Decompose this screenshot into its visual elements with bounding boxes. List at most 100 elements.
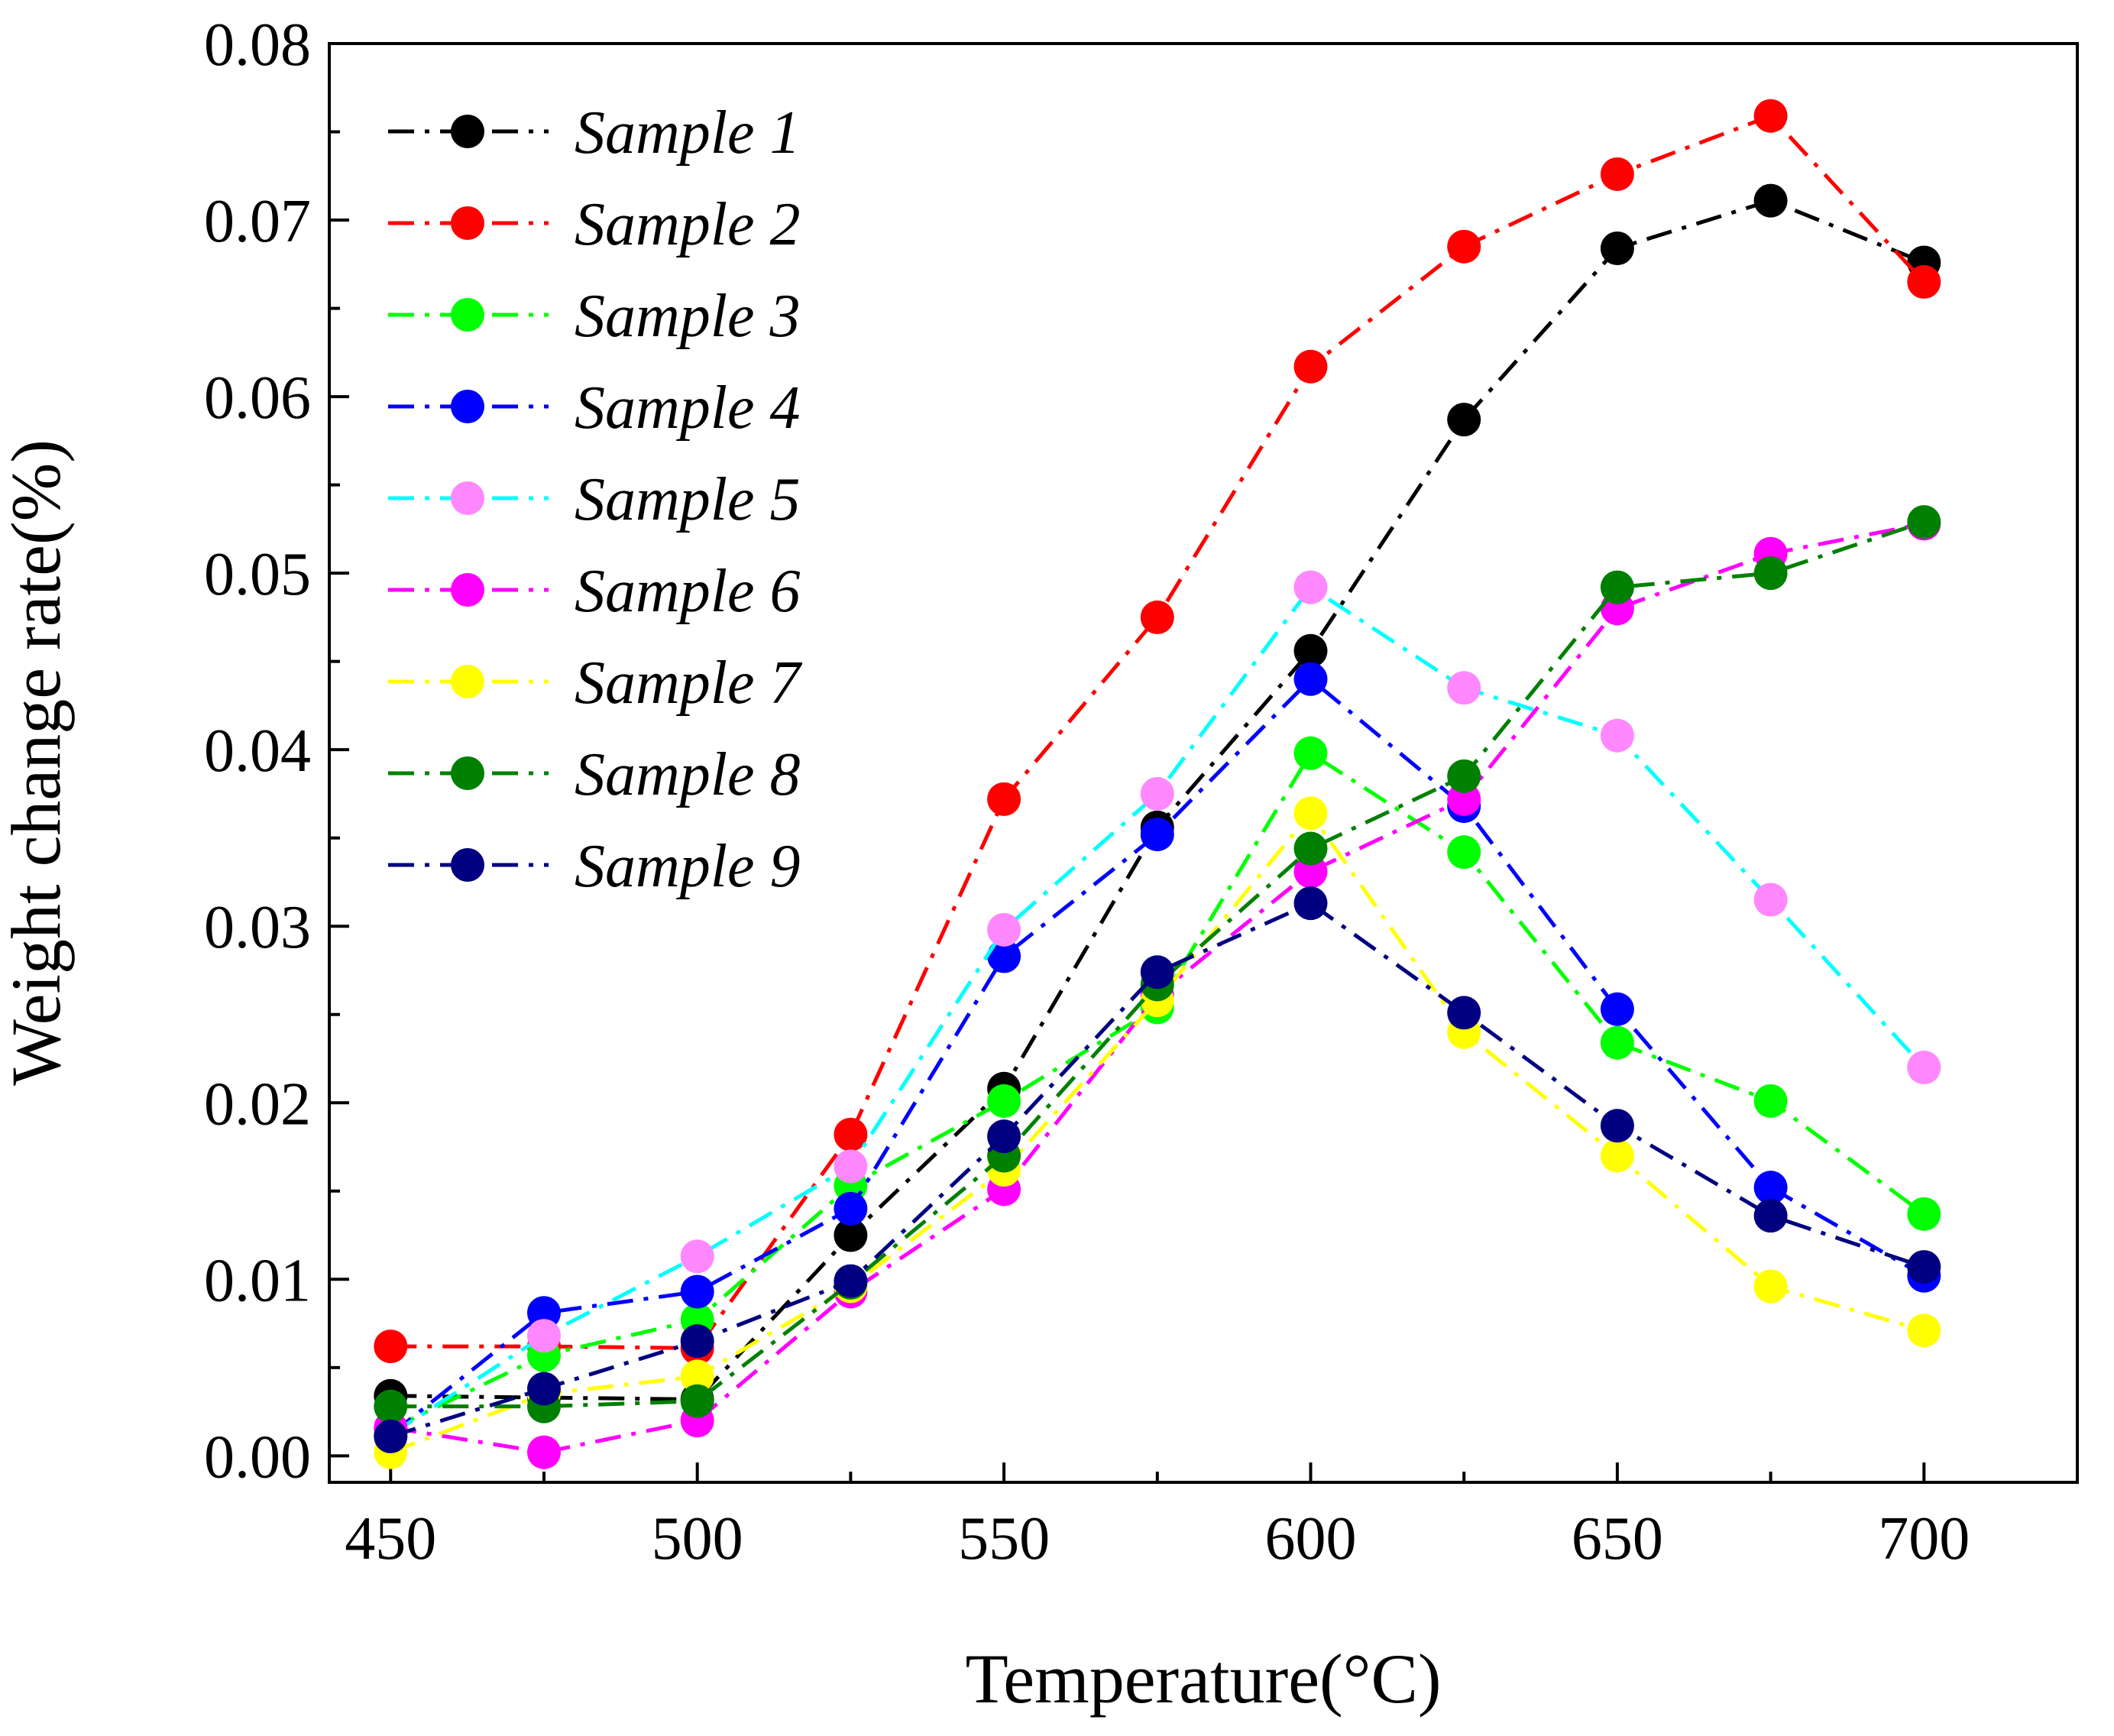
y-axis-title: Weight change rate(%) xyxy=(0,439,75,1086)
data-point xyxy=(1753,1199,1788,1233)
data-point xyxy=(1293,349,1328,384)
data-point xyxy=(1907,264,1941,299)
legend-label: Sample 4 xyxy=(575,374,801,442)
data-point xyxy=(1140,955,1174,989)
y-tick-label: 0.05 xyxy=(204,541,311,608)
data-point xyxy=(1753,1083,1788,1118)
data-point xyxy=(1293,736,1328,770)
data-point xyxy=(1293,796,1328,831)
data-point xyxy=(526,1319,561,1353)
data-point xyxy=(1447,835,1481,870)
legend-entry: Sample 4 xyxy=(388,374,801,442)
y-tick-label: 0.03 xyxy=(204,894,311,961)
x-tick-label: 500 xyxy=(652,1505,743,1572)
data-point xyxy=(987,939,1021,973)
legend-entry: Sample 2 xyxy=(388,191,801,258)
data-point xyxy=(680,1274,714,1309)
data-point xyxy=(1140,818,1174,852)
data-point xyxy=(1753,99,1788,133)
data-point xyxy=(1753,1171,1788,1205)
x-tick-label: 700 xyxy=(1878,1505,1970,1572)
data-point xyxy=(1753,183,1788,218)
data-point xyxy=(1447,671,1481,705)
data-point xyxy=(680,1359,714,1394)
legend-marker xyxy=(451,115,484,148)
y-tick-label: 0.01 xyxy=(204,1247,311,1314)
legend-label: Sample 6 xyxy=(575,558,801,625)
data-point xyxy=(1140,600,1174,634)
series-line xyxy=(389,585,1926,1436)
legend-marker xyxy=(451,573,484,607)
data-point xyxy=(1293,662,1328,696)
legend-marker xyxy=(451,756,484,790)
data-point xyxy=(1293,886,1328,921)
data-point xyxy=(834,1191,868,1226)
legend-marker xyxy=(451,848,484,882)
data-point xyxy=(987,1083,1021,1118)
data-point xyxy=(1753,1269,1788,1304)
data-point xyxy=(987,782,1021,816)
legend-entry: Sample 3 xyxy=(388,283,801,350)
legend-entry: Sample 9 xyxy=(388,833,801,900)
data-point xyxy=(1293,831,1328,866)
y-tick-label: 0.02 xyxy=(204,1070,311,1138)
data-point xyxy=(1753,883,1788,917)
legend-marker xyxy=(451,481,484,515)
data-point xyxy=(526,1435,561,1469)
data-point xyxy=(1600,1138,1634,1173)
x-tick-label: 450 xyxy=(345,1505,436,1572)
series-line xyxy=(390,810,1925,1455)
series-line xyxy=(389,676,1925,1436)
data-point xyxy=(1447,403,1481,437)
y-tick-label: 0.00 xyxy=(204,1423,311,1491)
data-point xyxy=(987,1119,1021,1154)
data-point xyxy=(1907,505,1941,539)
data-point xyxy=(834,1117,868,1151)
legend: Sample 1 Sample 2 Sample 3 Sample 4 Sample 5… xyxy=(388,99,803,900)
legend-label: Sample 1 xyxy=(575,99,801,167)
legend-label: Sample 9 xyxy=(575,833,801,900)
data-point xyxy=(834,1218,868,1252)
data-point xyxy=(374,1389,408,1423)
data-point xyxy=(680,1239,714,1274)
y-tick-label: 0.07 xyxy=(204,188,311,255)
data-point xyxy=(1600,570,1634,604)
data-point xyxy=(1600,1109,1634,1143)
legend-marker xyxy=(451,298,484,332)
legend-entry: Sample 5 xyxy=(388,466,801,533)
legend-label: Sample 3 xyxy=(575,283,801,350)
legend-label: Sample 7 xyxy=(575,649,803,717)
data-point xyxy=(1293,633,1328,668)
data-point xyxy=(374,1330,408,1364)
legend-label: Sample 8 xyxy=(575,741,801,808)
y-axis: 0.00 0.01 0.02 0.03 0.04 0.05 0.06 0.07 0.08 xyxy=(204,11,349,1491)
y-tick-label: 0.04 xyxy=(204,717,311,785)
series-layer xyxy=(374,99,1941,1469)
x-tick-label: 650 xyxy=(1572,1505,1663,1572)
legend-entry: Sample 6 xyxy=(388,558,801,625)
legend-marker xyxy=(451,206,484,240)
x-tick-label: 600 xyxy=(1264,1505,1356,1572)
series-5 xyxy=(374,570,1941,1452)
legend-label: Sample 5 xyxy=(575,466,801,533)
series-line xyxy=(390,113,1926,1350)
y-tick-label: 0.08 xyxy=(204,11,311,79)
data-point xyxy=(1600,992,1634,1026)
data-point xyxy=(1907,1197,1941,1231)
legend-entry: Sample 1 xyxy=(388,99,801,167)
x-tick-label: 550 xyxy=(958,1505,1050,1572)
data-point xyxy=(680,1384,714,1418)
data-point xyxy=(526,1372,561,1406)
data-point xyxy=(1447,996,1481,1030)
x-axis-title: Temperature(°C) xyxy=(966,1640,1442,1718)
data-point xyxy=(1447,759,1481,793)
series-9 xyxy=(374,886,1941,1453)
y-tick-label: 0.06 xyxy=(204,364,311,432)
legend-label: Sample 2 xyxy=(575,191,801,258)
data-point xyxy=(1140,776,1174,811)
legend-entry: Sample 7 xyxy=(388,649,803,717)
data-point xyxy=(680,1324,714,1359)
data-point xyxy=(1293,570,1328,604)
data-point xyxy=(1600,718,1634,753)
